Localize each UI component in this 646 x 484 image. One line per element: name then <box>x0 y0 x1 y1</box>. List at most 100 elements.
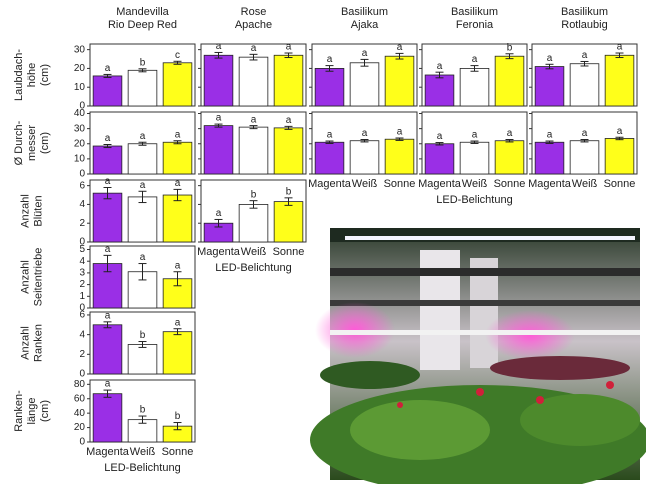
y-tick-label: 4 <box>79 199 85 210</box>
error-bar <box>103 254 112 273</box>
y-tick-label: 0 <box>79 303 85 314</box>
bar <box>92 324 123 375</box>
error-bar <box>325 65 334 72</box>
significance-letter: a <box>286 42 292 53</box>
y-tick-label: 80 <box>74 379 86 390</box>
error-bar <box>284 197 293 206</box>
bar <box>127 143 158 175</box>
significance-letter: a <box>617 42 623 53</box>
bar <box>162 62 193 107</box>
column-title: Mandevilla <box>116 6 169 18</box>
error-bar <box>249 200 258 209</box>
significance-letter: a <box>175 129 181 140</box>
bar <box>273 54 304 107</box>
row-label: Ranken <box>32 324 44 362</box>
bar <box>92 393 123 443</box>
bar <box>127 344 158 375</box>
x-tick-label: Weiß <box>462 178 488 190</box>
significance-letter: a <box>251 114 257 125</box>
bar <box>384 55 415 107</box>
significance-letter: a <box>397 42 403 53</box>
row-label: Anzahl <box>19 194 31 228</box>
error-bar <box>284 52 293 59</box>
row-label: messer <box>26 125 38 161</box>
error-bar <box>138 68 147 73</box>
error-bar <box>173 140 182 145</box>
error-bar <box>214 123 223 128</box>
error-bar <box>435 71 444 79</box>
bar <box>569 140 600 175</box>
row-label: höhe <box>26 63 38 87</box>
error-bar <box>395 52 404 60</box>
y-tick-label: 2 <box>79 349 85 360</box>
x-tick-label: Weiß <box>352 178 378 190</box>
y-tick-label: 40 <box>74 408 86 419</box>
y-tick-label: 0 <box>79 437 85 448</box>
error-bar <box>249 125 258 130</box>
row-label: Blüten <box>32 195 44 226</box>
x-tick-label: Sonne <box>604 178 636 190</box>
error-bar <box>470 65 479 72</box>
x-axis-label: LED-Belichtung <box>104 462 180 474</box>
bar <box>238 204 269 243</box>
significance-letter: a <box>472 130 478 141</box>
row-label: Anzahl <box>19 326 31 360</box>
error-bar <box>284 125 293 130</box>
bar <box>162 331 193 375</box>
bar <box>92 75 123 107</box>
row-label: Seitentriebe <box>32 248 44 307</box>
error-bar <box>173 271 182 287</box>
x-tick-label: Weiß <box>572 178 598 190</box>
error-bar <box>138 415 147 424</box>
significance-letter: a <box>105 244 111 255</box>
significance-letter: a <box>397 127 403 138</box>
bar <box>273 201 304 243</box>
column-title: Basilikum <box>451 6 498 18</box>
error-bar <box>103 389 112 398</box>
x-axis-label: LED-Belichtung <box>436 194 512 206</box>
significance-letter: a <box>286 115 292 126</box>
bar <box>314 141 345 175</box>
y-tick-label: 10 <box>74 82 86 93</box>
bar <box>273 127 304 175</box>
error-bar <box>505 53 514 60</box>
bar <box>203 54 234 107</box>
y-tick-label: 30 <box>74 44 86 55</box>
x-tick-label: Sonne <box>384 178 416 190</box>
row-label: (cm) <box>39 64 51 86</box>
bar <box>349 140 380 175</box>
bar <box>238 56 269 107</box>
bar <box>459 68 490 107</box>
x-tick-label: Magenta <box>528 178 572 190</box>
bar <box>92 192 123 243</box>
bar <box>314 68 345 107</box>
x-tick-label: Weiß <box>130 446 156 458</box>
error-bar <box>173 188 182 202</box>
significance-letter: a <box>216 113 222 124</box>
y-tick-label: 0 <box>79 101 85 112</box>
bar <box>534 66 565 107</box>
error-bar <box>214 218 223 228</box>
significance-letter: c <box>175 50 180 61</box>
significance-letter: b <box>251 189 257 200</box>
y-tick-label: 20 <box>74 422 86 433</box>
x-tick-label: Magenta <box>308 178 352 190</box>
y-tick-label: 0 <box>79 369 85 380</box>
bar <box>162 141 193 175</box>
bar <box>604 54 635 107</box>
row-label: (cm) <box>39 132 51 154</box>
error-bar <box>173 328 182 336</box>
error-bar <box>103 73 112 78</box>
bar <box>92 145 123 175</box>
error-bar <box>103 321 112 329</box>
y-tick-label: 10 <box>74 154 86 165</box>
x-tick-label: Weiß <box>241 246 267 258</box>
error-bar <box>138 141 147 146</box>
y-tick-label: 6 <box>79 310 85 321</box>
error-bar <box>103 187 112 200</box>
error-bar <box>580 60 589 67</box>
error-bar <box>615 136 624 141</box>
error-bar <box>545 140 554 144</box>
error-bar <box>545 63 554 70</box>
